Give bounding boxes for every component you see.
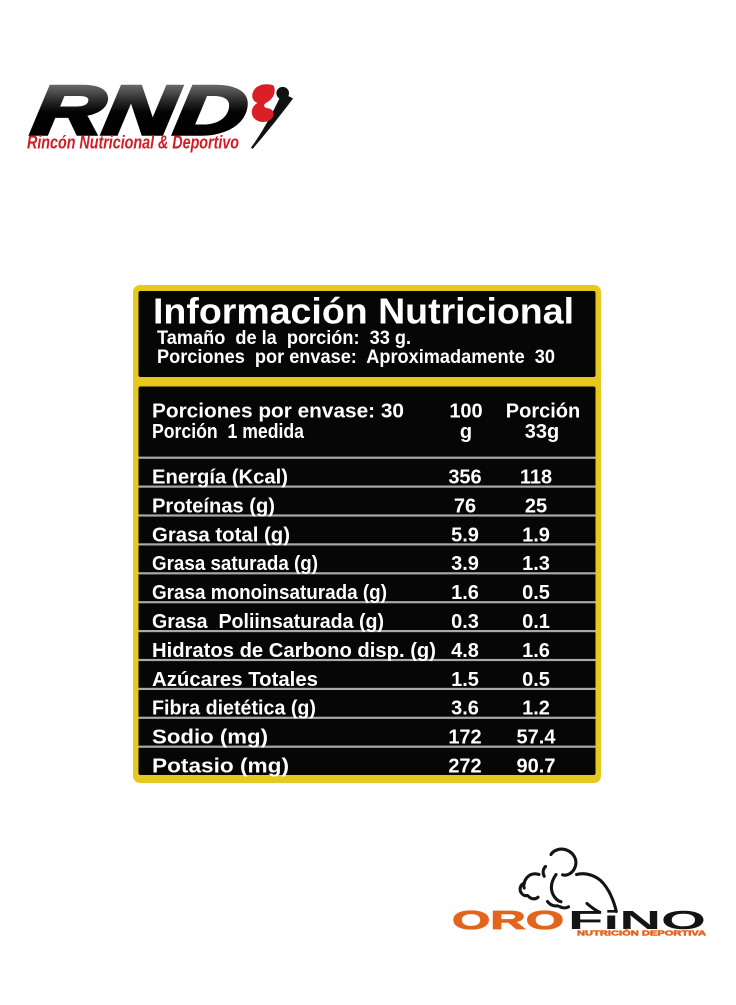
svg-text:Sodio (mg): Sodio (mg)	[152, 727, 268, 749]
svg-text:Grasa monoinsaturada (g): Grasa monoinsaturada (g)	[152, 582, 387, 604]
svg-text:Proteínas (g): Proteínas (g)	[152, 495, 275, 517]
svg-text:g: g	[460, 421, 472, 443]
svg-text:Tamaño de la porción: 33 g.: Tamaño de la porción: 33 g.	[157, 328, 411, 349]
svg-text:76: 76	[454, 495, 476, 517]
svg-text:1.6: 1.6	[451, 582, 479, 604]
svg-text:0.1: 0.1	[522, 611, 550, 633]
svg-text:Azúcares Totales: Azúcares Totales	[152, 669, 318, 691]
svg-text:Potasio (mg): Potasio (mg)	[152, 756, 289, 778]
svg-text:1.9: 1.9	[522, 524, 550, 546]
svg-text:Energía (Kcal): Energía (Kcal)	[152, 467, 288, 489]
svg-text:Fibra dietética (g): Fibra dietética (g)	[152, 698, 316, 720]
svg-text:1.3: 1.3	[522, 553, 550, 575]
svg-text:Hidratos de Carbono disp. (g): Hidratos de Carbono disp. (g)	[152, 640, 436, 662]
svg-text:100: 100	[449, 401, 482, 423]
svg-text:Grasa Poliinsaturada (g): Grasa Poliinsaturada (g)	[152, 611, 384, 633]
svg-text:RND: RND	[28, 71, 253, 149]
svg-text:3.9: 3.9	[451, 553, 479, 575]
svg-text:1.6: 1.6	[522, 640, 550, 662]
svg-text:Rincón Nutricional & Deportivo: Rincón Nutricional & Deportivo	[27, 133, 239, 153]
svg-text:0.3: 0.3	[451, 611, 479, 633]
svg-text:90.7: 90.7	[517, 756, 556, 778]
svg-text:Porción: Porción	[506, 401, 580, 423]
svg-text:33g: 33g	[525, 421, 559, 443]
svg-text:3.6: 3.6	[451, 698, 479, 720]
svg-text:1.5: 1.5	[451, 669, 479, 691]
svg-text:FiNO: FiNO	[568, 905, 706, 935]
svg-text:ORO: ORO	[452, 905, 564, 935]
svg-text:0.5: 0.5	[522, 669, 550, 691]
svg-text:Porciones por envase: Aproxi: Porciones por envase: Aproximadamente 30	[157, 347, 555, 368]
svg-text:0.5: 0.5	[522, 582, 550, 604]
svg-text:NUTRICIÓN DEPORTIVA: NUTRICIÓN DEPORTIVA	[577, 929, 707, 938]
svg-text:272: 272	[448, 756, 481, 778]
svg-text:5.9: 5.9	[451, 524, 479, 546]
svg-text:172: 172	[448, 727, 481, 749]
svg-text:1.2: 1.2	[522, 698, 550, 720]
svg-text:118: 118	[520, 467, 552, 489]
svg-text:Información Nutricional: Información Nutricional	[153, 291, 574, 332]
svg-text:Grasa saturada (g): Grasa saturada (g)	[152, 553, 318, 575]
svg-text:4.8: 4.8	[451, 640, 479, 662]
svg-text:25: 25	[525, 495, 547, 517]
svg-text:356: 356	[448, 467, 481, 489]
svg-text:Grasa total (g): Grasa total (g)	[152, 524, 290, 546]
svg-text:Porción 1 medida: Porción 1 medida	[152, 421, 305, 443]
svg-text:Porciones por envase: 30: Porciones por envase: 30	[152, 401, 404, 423]
svg-text:57.4: 57.4	[517, 727, 557, 749]
